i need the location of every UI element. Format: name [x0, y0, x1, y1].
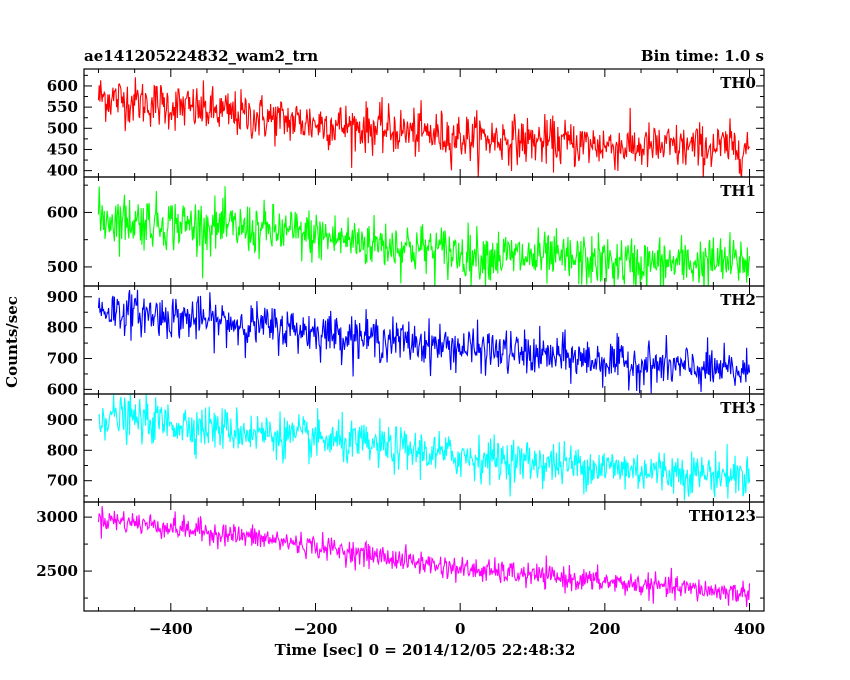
- y-tick-label: 700: [47, 350, 78, 368]
- bin-time-label: Bin time: 1.0 s: [641, 47, 764, 65]
- y-axis-label: Counts/sec: [3, 296, 21, 388]
- x-axis: −400 −200 0 200 400: [149, 620, 765, 638]
- y-tick-label: 800: [47, 319, 78, 337]
- panel-frame: [83, 68, 765, 178]
- panel-th1: 500 600 TH1: [47, 176, 765, 287]
- x-tick-label: 0: [455, 620, 465, 638]
- panel-th0: 400 450 500 550 600 TH0: [47, 68, 765, 180]
- series-th3: [98, 394, 751, 501]
- y-tick-label: 500: [47, 258, 78, 276]
- panel-frame: [83, 176, 765, 287]
- x-tick-label: 400: [734, 620, 765, 638]
- panel-th3: 700 800 900 TH3: [47, 393, 765, 503]
- x-tick-label: −200: [294, 620, 338, 638]
- y-tick-label: 600: [47, 77, 78, 95]
- y-tick-label: 700: [47, 472, 78, 490]
- panel-label: TH0: [720, 74, 756, 92]
- y-tick-label: 400: [47, 162, 78, 180]
- panels: 400 450 500 550 600 TH0 500 600 TH1 600 700 800 900 T…: [36, 68, 765, 612]
- panel-label: TH3: [720, 399, 756, 417]
- panel-label: TH0123: [689, 507, 756, 525]
- y-tick-label: 600: [47, 380, 78, 398]
- panel-frame: [83, 501, 765, 612]
- x-tick-label: 200: [589, 620, 620, 638]
- y-tick-label: 900: [47, 411, 78, 429]
- series-th0123: [97, 506, 751, 607]
- panel-th0123: 2500 3000 TH0123: [36, 501, 765, 612]
- series-th2: [97, 289, 751, 394]
- panel-label: TH1: [720, 182, 756, 200]
- y-tick-label: 3000: [36, 508, 78, 526]
- series-th1: [97, 186, 751, 286]
- y-tick-label: 450: [47, 140, 78, 158]
- panel-th2: 600 700 800 900 TH2: [47, 285, 765, 398]
- x-axis-label: Time [sec] 0 = 2014/12/05 22:48:32: [275, 641, 576, 659]
- y-tick-label: 900: [47, 288, 78, 306]
- series-th0: [97, 77, 750, 177]
- y-tick-label: 2500: [36, 562, 78, 580]
- figure-title: ae141205224832_wam2_trn: [84, 47, 318, 65]
- x-tick-label: −400: [149, 620, 193, 638]
- y-tick-label: 600: [47, 203, 78, 221]
- panel-label: TH2: [720, 291, 756, 309]
- y-tick-label: 500: [47, 119, 78, 137]
- y-tick-label: 550: [47, 98, 78, 116]
- y-tick-label: 800: [47, 441, 78, 459]
